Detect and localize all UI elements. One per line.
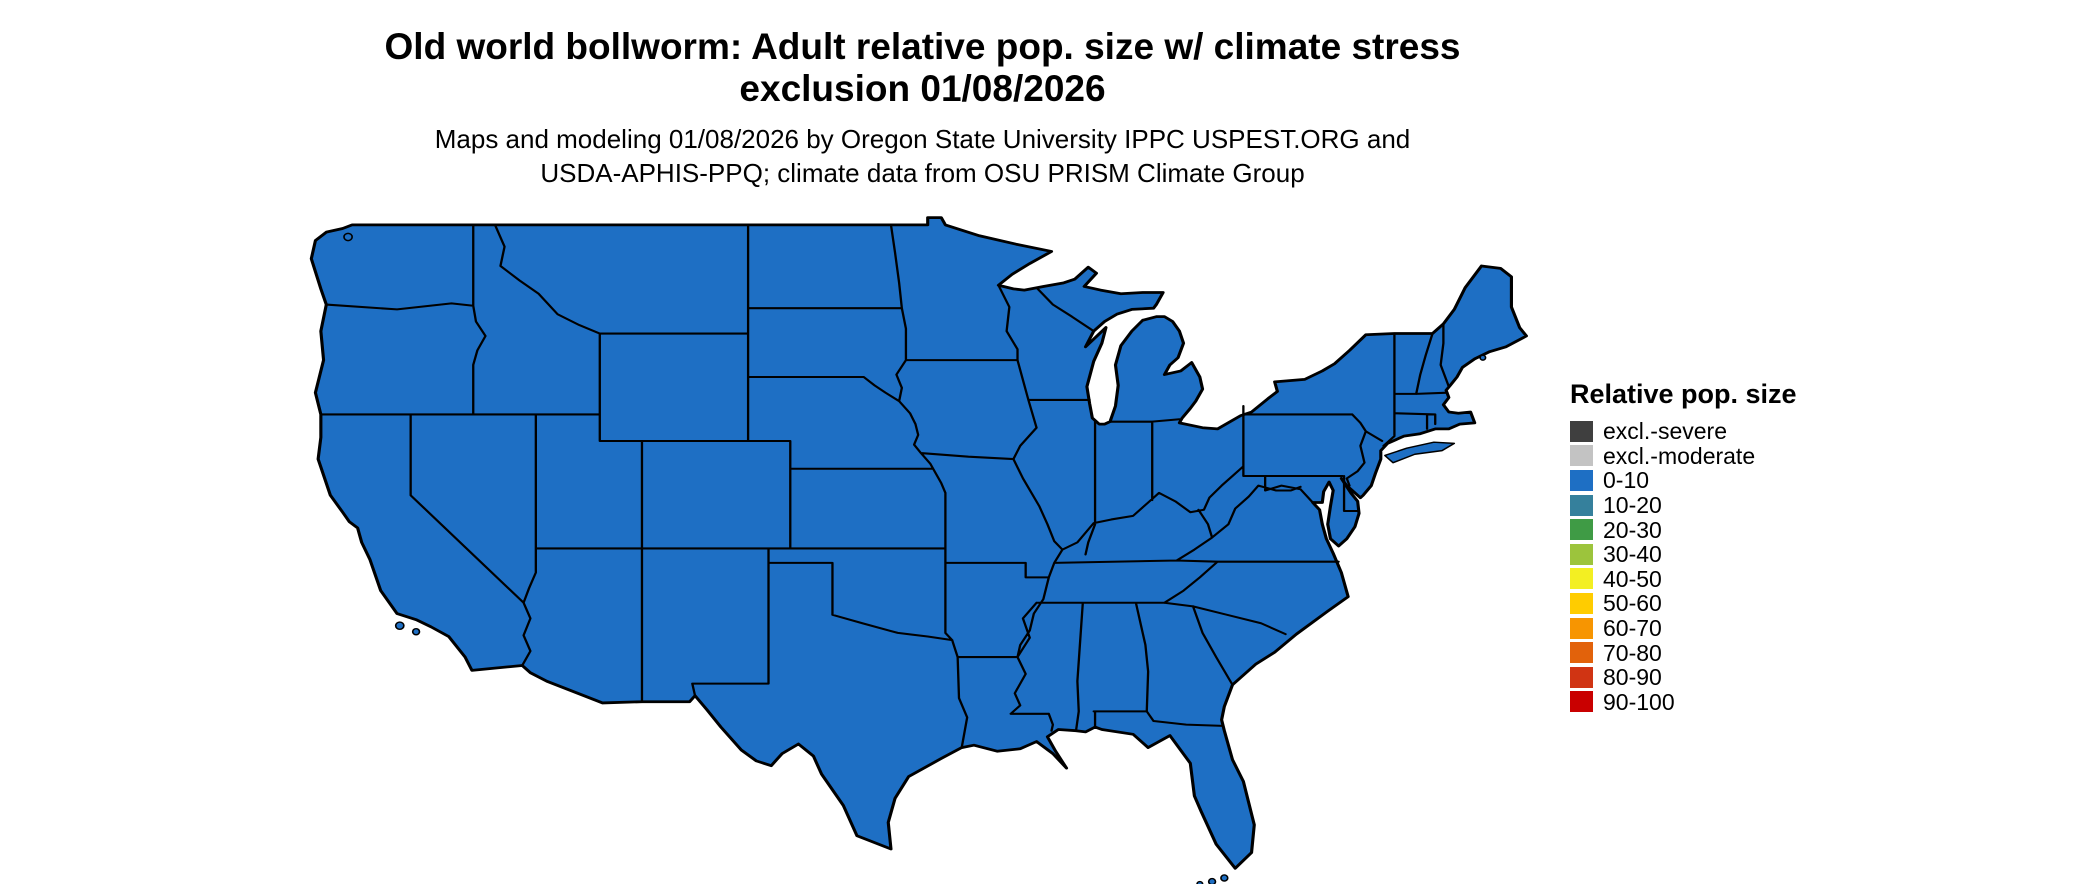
legend-label: 70-80 [1603, 639, 1662, 666]
legend-row: 0-10 [1570, 468, 1797, 493]
legend-swatch-20-30 [1570, 519, 1593, 541]
island-puget [343, 232, 353, 242]
island-keys-1 [1220, 874, 1229, 882]
long-island [1384, 441, 1456, 464]
legend-row: excl.-severe [1570, 419, 1797, 444]
us-map [295, 208, 1540, 884]
island-keys-3 [1196, 880, 1204, 884]
legend-swatch-80-90 [1570, 666, 1593, 688]
legend-swatch-90-100 [1570, 691, 1593, 713]
title-line-2: exclusion 01/08/2026 [739, 68, 1106, 109]
island-maine [1479, 354, 1487, 361]
legend-row: 60-70 [1570, 616, 1797, 641]
legend-label: 10-20 [1603, 492, 1662, 519]
legend-row: 40-50 [1570, 567, 1797, 592]
subtitle-line-1: Maps and modeling 01/08/2026 by Oregon S… [434, 124, 1411, 154]
legend-swatch-excl-severe [1570, 420, 1593, 442]
us-map-svg [309, 216, 1528, 884]
legend-swatch-30-40 [1570, 543, 1593, 565]
island-keys-2 [1207, 877, 1217, 884]
legend-row: 30-40 [1570, 542, 1797, 567]
us-landmass [309, 216, 1528, 870]
legend-label: 20-30 [1603, 516, 1662, 543]
legend-swatch-40-50 [1570, 568, 1593, 590]
legend-swatch-50-60 [1570, 592, 1593, 614]
legend-label: 90-100 [1603, 688, 1675, 715]
legend-row: 80-90 [1570, 665, 1797, 690]
legend-label: 60-70 [1603, 615, 1662, 642]
legend-label: 0-10 [1603, 467, 1650, 494]
legend-label: 80-90 [1603, 664, 1662, 691]
title-line-1: Old world bollworm: Adult relative pop. … [384, 26, 1461, 67]
legend: Relative pop. size excl.-severe excl.-mo… [1570, 378, 1797, 714]
subtitle-line-2: USDA-APHIS-PPQ; climate data from OSU PR… [540, 158, 1305, 188]
coastal-islands [343, 232, 1487, 884]
legend-swatch-0-10 [1570, 469, 1593, 491]
legend-swatch-60-70 [1570, 617, 1593, 639]
legend-swatch-10-20 [1570, 494, 1593, 516]
legend-row: 90-100 [1570, 690, 1797, 715]
legend-label: 30-40 [1603, 541, 1662, 568]
island-channel-1 [394, 621, 405, 631]
legend-row: 10-20 [1570, 493, 1797, 518]
legend-swatch-70-80 [1570, 642, 1593, 664]
legend-swatch-excl-moderate [1570, 445, 1593, 467]
legend-label: excl.-severe [1603, 418, 1727, 445]
legend-row: excl.-moderate [1570, 444, 1797, 469]
legend-label: 50-60 [1603, 590, 1662, 617]
page-title: Old world bollworm: Adult relative pop. … [0, 26, 1845, 110]
legend-row: 20-30 [1570, 517, 1797, 542]
legend-title: Relative pop. size [1570, 379, 1797, 409]
legend-row: 70-80 [1570, 640, 1797, 665]
legend-label: 40-50 [1603, 565, 1662, 592]
legend-label: excl.-moderate [1603, 442, 1756, 469]
legend-row: 50-60 [1570, 591, 1797, 616]
state-borders [319, 223, 1450, 749]
island-channel-2 [411, 627, 421, 636]
page-subtitle: Maps and modeling 01/08/2026 by Oregon S… [0, 122, 1845, 190]
